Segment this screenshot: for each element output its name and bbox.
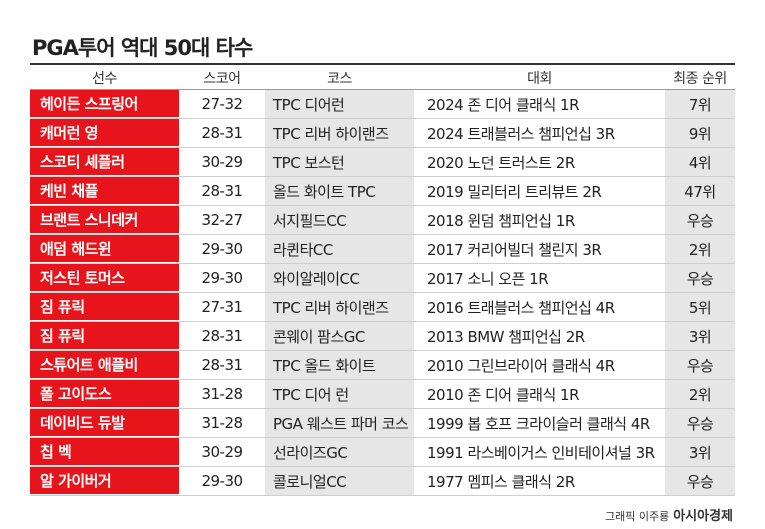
table-cell: 우승 <box>665 264 735 292</box>
table-cell: 2024 존 디어 클래식 1R <box>417 90 665 118</box>
table-cell: 와이알레이CC <box>265 264 417 292</box>
table-cell: 2010 그린브라이어 클래식 4R <box>417 351 665 379</box>
table-cell: 1999 봅 호프 크라이슬러 클래식 4R <box>417 409 665 437</box>
table-cell: 27-31 <box>182 293 265 321</box>
table-cell: 4위 <box>665 148 735 176</box>
table-cell: 47위 <box>665 177 735 205</box>
table-cell: 32-27 <box>182 206 265 234</box>
table-row: 저스틴 토머스 29-30 와이알레이CC 2017 소니 오픈 1R 우승 <box>30 264 735 293</box>
table-cell: 9위 <box>665 119 735 147</box>
table-cell: 30-29 <box>182 438 265 466</box>
table-cell: 알 가이버거 <box>30 467 182 495</box>
table-cell: 헤이든 스프링어 <box>30 90 182 118</box>
table-cell: 데이비드 듀발 <box>30 409 182 437</box>
table-cell: 우승 <box>665 409 735 437</box>
header-cell: 선수 <box>30 67 182 89</box>
table-cell: TPC 디어런 <box>265 90 417 118</box>
brand: 아시아경제 <box>673 509 733 524</box>
table-row: 애덤 해드윈 29-30 라퀸타CC 2017 커리어빌더 챌린지 3R 2위 <box>30 235 735 264</box>
table-row: 알 가이버거 29-30 콜로니얼CC 1977 멤피스 클래식 2R 우승 <box>30 467 735 496</box>
table-cell: 2위 <box>665 380 735 408</box>
table-cell: 2013 BMW 챔피언십 2R <box>417 322 665 350</box>
table-cell: 브랜트 스니데커 <box>30 206 182 234</box>
table-cell: 3위 <box>665 322 735 350</box>
table-cell: 2010 존 디어 클래식 1R <box>417 380 665 408</box>
table-cell: 2017 소니 오픈 1R <box>417 264 665 292</box>
table-cell: 2016 트래블러스 챔피언십 4R <box>417 293 665 321</box>
table-cell: 짐 퓨릭 <box>30 322 182 350</box>
table-row: 스코티 셰플러 30-29 TPC 보스턴 2020 노던 트러스트 2R 4위 <box>30 148 735 177</box>
header-cell: 대회 <box>417 67 665 89</box>
table-cell: TPC 올드 화이트 <box>265 351 417 379</box>
table-cell: 2024 트래블러스 챔피언십 3R <box>417 119 665 147</box>
table-cell: 콜로니얼CC <box>265 467 417 495</box>
table-cell: 짐 퓨릭 <box>30 293 182 321</box>
table-cell: 콘웨이 팜스GC <box>265 322 417 350</box>
table-cell: 2017 커리어빌더 챌린지 3R <box>417 235 665 263</box>
table-row: 케빈 채플 28-31 올드 화이트 TPC 2019 밀리터리 트리뷰트 2R 47위 <box>30 177 735 206</box>
table-cell: 2018 윈덤 챔피언십 1R <box>417 206 665 234</box>
table-cell: 30-29 <box>182 148 265 176</box>
header-cell: 코스 <box>265 67 417 89</box>
table-row: 폴 고이도스 31-28 TPC 디어 런 2010 존 디어 클래식 1R 2위 <box>30 380 735 409</box>
table-row: 헤이든 스프링어 27-32 TPC 디어런 2024 존 디어 클래식 1R 7위 <box>30 90 735 119</box>
table-row: 짐 퓨릭 27-31 TPC 리버 하이랜즈 2016 트래블러스 챔피언십 4R 5위 <box>30 293 735 322</box>
table-cell: 스코티 셰플러 <box>30 148 182 176</box>
table-cell: 2020 노던 트러스트 2R <box>417 148 665 176</box>
table-cell: 우승 <box>665 206 735 234</box>
table-cell: 우승 <box>665 467 735 495</box>
table-cell: TPC 리버 하이랜즈 <box>265 119 417 147</box>
table-cell: 2위 <box>665 235 735 263</box>
table-cell: 애덤 해드윈 <box>30 235 182 263</box>
table-row: 스튜어트 애플비 28-31 TPC 올드 화이트 2010 그린브라이어 클래식 4… <box>30 351 735 380</box>
table-cell: 28-31 <box>182 177 265 205</box>
table-cell: 1991 라스베이거스 인비테이셔널 3R <box>417 438 665 466</box>
table-cell: 28-31 <box>182 322 265 350</box>
table-cell: 케빈 채플 <box>30 177 182 205</box>
table-cell: 28-31 <box>182 351 265 379</box>
header-cell: 최종 순위 <box>673 71 727 87</box>
table-cell: 칩 벡 <box>30 438 182 466</box>
table-cell: 캐머런 영 <box>30 119 182 147</box>
table-cell: 27-32 <box>182 90 265 118</box>
table-cell: 1977 멤피스 클래식 2R <box>417 467 665 495</box>
table-cell: 29-30 <box>182 264 265 292</box>
table-cell: 서지필드CC <box>265 206 417 234</box>
table-row: 캐머런 영 28-31 TPC 리버 하이랜즈 2024 트래블러스 챔피언십 3R 9… <box>30 119 735 148</box>
credit: 그래픽 이주룡 <box>604 510 670 523</box>
table-row: 데이비드 듀발 31-28 PGA 웨스트 파머 코스 1999 봅 호프 크라이슬러… <box>30 409 735 438</box>
table-cell: 스튜어트 애플비 <box>30 351 182 379</box>
table-cell: 선라이즈GC <box>265 438 417 466</box>
title: PGA투어 역대 50대 타수 <box>32 36 253 60</box>
table-cell: TPC 디어 런 <box>265 380 417 408</box>
table-cell: 3위 <box>665 438 735 466</box>
table-cell: 29-30 <box>182 235 265 263</box>
header-cell: 스코어 <box>182 67 265 89</box>
table-cell: 29-30 <box>182 467 265 495</box>
footer: 그래픽 이주룡 아시아경제 <box>605 505 733 524</box>
table-cell: 2019 밀리터리 트리뷰트 2R <box>417 177 665 205</box>
table-row: 짐 퓨릭 28-31 콘웨이 팜스GC 2013 BMW 챔피언십 2R 3위 <box>30 322 735 351</box>
table-cell: 5위 <box>665 293 735 321</box>
table-cell: 31-28 <box>182 380 265 408</box>
table-cell: PGA 웨스트 파머 코스 <box>265 409 417 437</box>
table-cell: 폴 고이도스 <box>30 380 182 408</box>
header-row: 선수 스코어 코스 대회 최종 순위 <box>30 67 735 90</box>
table-cell: 28-31 <box>182 119 265 147</box>
table-cell: 31-28 <box>182 409 265 437</box>
table-row: 브랜트 스니데커 32-27 서지필드CC 2018 윈덤 챔피언십 1R 우승 <box>30 206 735 235</box>
title-rule <box>30 63 735 65</box>
table-cell: TPC 보스턴 <box>265 148 417 176</box>
table-cell: TPC 리버 하이랜즈 <box>265 293 417 321</box>
table-cell: 우승 <box>665 351 735 379</box>
table-cell: 라퀸타CC <box>265 235 417 263</box>
table-row: 칩 벡 30-29 선라이즈GC 1991 라스베이거스 인비테이셔널 3R 3위 <box>30 438 735 467</box>
table-cell: 올드 화이트 TPC <box>265 177 417 205</box>
table-cell: 7위 <box>665 90 735 118</box>
table-cell: 저스틴 토머스 <box>30 264 182 292</box>
